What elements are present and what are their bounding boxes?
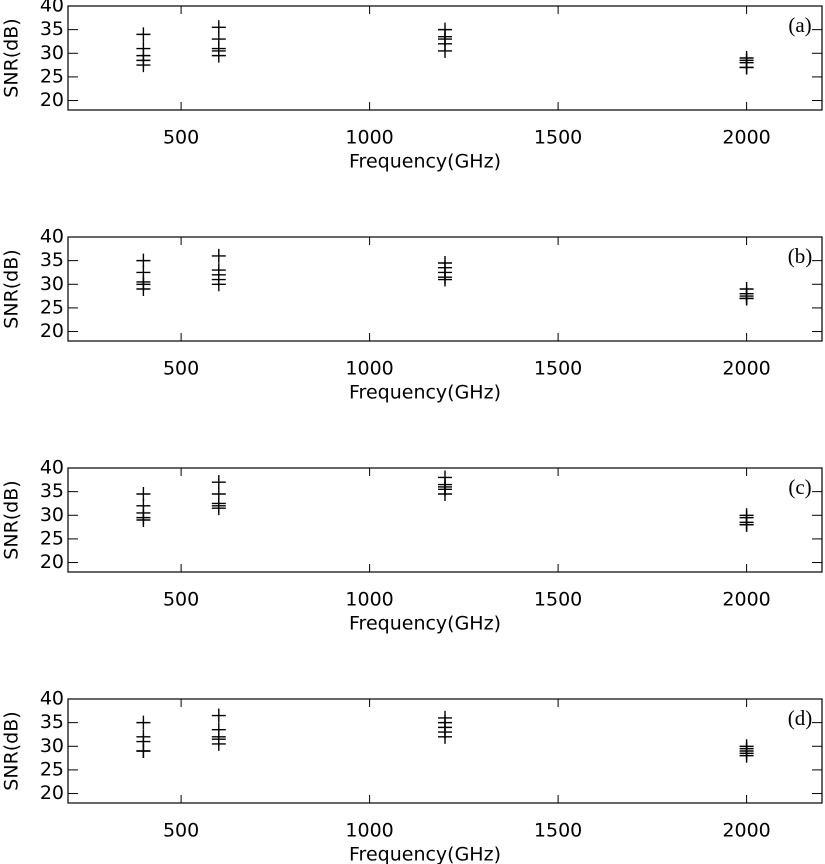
y-tick-label: 35 bbox=[40, 249, 64, 271]
point bbox=[136, 744, 151, 758]
plot-frame bbox=[67, 698, 823, 804]
y-tick-label: 30 bbox=[40, 735, 64, 757]
point bbox=[211, 736, 226, 751]
y-axis-label: SNR(dB) bbox=[1, 249, 23, 328]
point bbox=[739, 291, 754, 306]
plot-frame bbox=[67, 5, 823, 111]
x-tick-label: 1000 bbox=[345, 127, 393, 149]
y-tick-label: 40 bbox=[40, 688, 64, 710]
point bbox=[136, 253, 151, 268]
x-tick-label: 2000 bbox=[722, 358, 770, 380]
annotation: (d) bbox=[788, 706, 813, 730]
point bbox=[211, 20, 226, 35]
plot-frame bbox=[67, 236, 823, 342]
point bbox=[211, 248, 226, 263]
point bbox=[438, 272, 452, 287]
x-axis-label: Frequency(GHz) bbox=[349, 844, 501, 864]
point bbox=[211, 708, 226, 723]
y-tick-label: 20 bbox=[40, 551, 64, 573]
point bbox=[438, 487, 452, 501]
point bbox=[211, 277, 226, 292]
y-tick-label: 25 bbox=[40, 296, 64, 318]
y-axis-label: SNR(dB) bbox=[1, 18, 23, 97]
point bbox=[739, 60, 754, 75]
y-tick-label: 35 bbox=[40, 711, 64, 733]
y-tick-label: 40 bbox=[40, 457, 64, 479]
y-tick-label: 25 bbox=[40, 758, 64, 780]
x-tick-label: 1000 bbox=[345, 589, 393, 611]
annotation: (a) bbox=[788, 13, 811, 37]
point bbox=[211, 475, 226, 490]
plot-frame bbox=[67, 467, 823, 573]
y-tick-label: 40 bbox=[40, 226, 64, 248]
x-axis-label: Frequency(GHz) bbox=[349, 382, 501, 404]
x-tick-label: 1500 bbox=[534, 358, 582, 380]
y-tick-label: 20 bbox=[40, 320, 64, 342]
y-tick-label: 35 bbox=[40, 18, 64, 40]
y-tick-label: 30 bbox=[40, 273, 64, 295]
point bbox=[438, 43, 452, 58]
y-tick-label: 25 bbox=[40, 527, 64, 549]
point bbox=[739, 517, 754, 532]
x-axis-label: Frequency(GHz) bbox=[349, 151, 501, 173]
y-axis-label: SNR(dB) bbox=[1, 480, 23, 559]
y-tick-label: 25 bbox=[40, 65, 64, 87]
point bbox=[136, 27, 151, 42]
point bbox=[136, 58, 151, 73]
point bbox=[136, 282, 151, 296]
x-tick-label: 1500 bbox=[534, 589, 582, 611]
x-tick-label: 2000 bbox=[722, 820, 770, 842]
x-tick-label: 500 bbox=[163, 358, 199, 380]
point bbox=[136, 513, 151, 527]
x-tick-label: 2000 bbox=[722, 127, 770, 149]
x-tick-label: 500 bbox=[163, 589, 199, 611]
y-tick-label: 30 bbox=[40, 42, 64, 64]
x-tick-label: 1000 bbox=[345, 358, 393, 380]
y-tick-label: 30 bbox=[40, 504, 64, 526]
y-tick-label: 20 bbox=[40, 782, 64, 804]
point bbox=[211, 48, 226, 63]
x-tick-label: 500 bbox=[163, 127, 199, 149]
annotation: (b) bbox=[788, 244, 813, 268]
x-tick-label: 1500 bbox=[534, 127, 582, 149]
x-axis-label: Frequency(GHz) bbox=[349, 613, 501, 635]
x-tick-label: 1500 bbox=[534, 820, 582, 842]
y-axis-label: SNR(dB) bbox=[1, 711, 23, 790]
y-tick-label: 35 bbox=[40, 480, 64, 502]
x-tick-label: 1000 bbox=[345, 820, 393, 842]
x-tick-label: 2000 bbox=[722, 589, 770, 611]
point bbox=[136, 487, 151, 501]
y-tick-label: 20 bbox=[40, 89, 64, 111]
point bbox=[211, 501, 226, 516]
annotation: (c) bbox=[788, 475, 811, 499]
y-tick-label: 40 bbox=[40, 0, 64, 17]
point bbox=[739, 748, 754, 763]
point bbox=[136, 715, 151, 730]
point bbox=[438, 729, 452, 744]
x-tick-label: 500 bbox=[163, 820, 199, 842]
